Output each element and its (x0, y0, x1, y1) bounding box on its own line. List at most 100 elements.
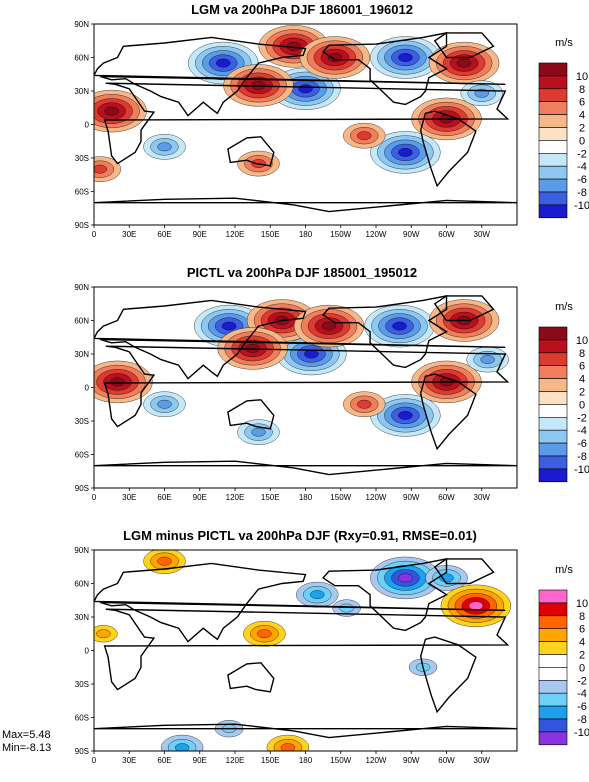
anomaly-contour (94, 164, 108, 174)
colorbar-label: 0 (579, 662, 585, 674)
colorbar-swatch (538, 365, 568, 379)
colorbar-swatch (538, 378, 568, 392)
field-layer (94, 295, 517, 476)
colorbar-unit: m/s (555, 301, 573, 313)
coastline (433, 558, 495, 585)
anomaly-contour (216, 58, 231, 68)
x-tick-label: 150W (330, 756, 351, 765)
anomaly-contour (468, 601, 484, 611)
colorbar-swatch (538, 429, 568, 444)
coastline (94, 562, 506, 643)
y-tick-label: 30N (74, 613, 89, 622)
y-tick-label: 90N (74, 283, 89, 292)
colorbar-label: 4 (579, 637, 585, 649)
x-tick-label: 150E (261, 493, 280, 502)
y-tick-label: 60N (74, 54, 89, 63)
map-panel-1: 0 30E 60E 90E 120E 150E 180 150W 120W 90W 60W 30W 90… (74, 20, 589, 239)
colorbar-swatch (538, 602, 568, 617)
x-tick-label: 120W (366, 230, 387, 239)
panel-title: LGM minus PICTL va 200hPa DJF (Rxy=0.91,… (123, 528, 477, 543)
colorbar-label: 4 (579, 374, 585, 386)
colorbar-swatch (538, 75, 568, 90)
y-tick-label: 30S (75, 417, 89, 426)
x-tick-label: 90E (193, 756, 207, 765)
colorbar-swatch (538, 718, 568, 733)
colorbar-swatch (538, 731, 568, 746)
anomaly-contour (321, 321, 337, 331)
coastline (103, 345, 510, 428)
x-tick-label: 90W (403, 230, 420, 239)
y-tick-label: 60N (74, 317, 89, 326)
colorbar-unit: m/s (555, 564, 573, 576)
coastline (227, 662, 275, 693)
colorbar-swatch (538, 62, 568, 77)
anomaly-contour (157, 142, 172, 152)
y-tick-label: 30N (74, 87, 89, 96)
x-tick-label: 30W (474, 493, 491, 502)
anomaly-contour (480, 355, 495, 364)
y-tick-label: 90S (75, 747, 89, 756)
x-tick-label: 150E (261, 230, 280, 239)
coastline (322, 558, 448, 632)
coastline (227, 136, 275, 167)
colorbar-label: 6 (579, 361, 585, 373)
coastline (103, 608, 510, 691)
colorbar-swatch (538, 442, 568, 457)
anomaly-contour (439, 573, 454, 583)
coastline (419, 373, 477, 451)
coastline (322, 32, 448, 106)
x-tick-label: 90E (193, 230, 207, 239)
y-tick-label: 90S (75, 221, 89, 230)
x-tick-label: 30E (122, 756, 136, 765)
x-tick-label: 120E (226, 493, 245, 502)
colorbar-swatch (538, 391, 568, 405)
field-layer (94, 25, 517, 213)
colorbar-swatch (538, 404, 568, 418)
colorbar-swatch (538, 127, 568, 141)
anomaly-contour (398, 411, 413, 420)
map-panel-3: 0 30E 60E 90E 120E 150E 180 150W 120W 90W 60W 30W 90… (74, 546, 589, 765)
x-tick-label: 150W (330, 230, 351, 239)
anomaly-contour (110, 377, 125, 387)
coastline (94, 460, 517, 476)
colorbar-label: 10 (576, 71, 588, 83)
colorbar-label: -4 (577, 688, 587, 700)
y-tick-label: 60S (75, 188, 89, 197)
y-tick-label: 0 (85, 384, 90, 393)
y-tick-label: 60S (75, 714, 89, 723)
anomaly-contour (456, 58, 472, 68)
coastline (94, 299, 506, 380)
x-tick-label: 0 (92, 230, 97, 239)
colorbar-unit: m/s (555, 37, 573, 49)
coastline (419, 636, 477, 714)
colorbar-swatch (538, 326, 568, 341)
colorbar-label: 10 (576, 598, 588, 610)
colorbar-label: 2 (579, 123, 585, 135)
x-tick-label: 30W (474, 230, 491, 239)
anomaly-contour (174, 743, 190, 751)
colorbar-swatch (538, 455, 568, 470)
colorbar-swatch (538, 654, 568, 668)
coastline (419, 110, 477, 188)
colorbar-label: 8 (579, 611, 585, 623)
anomaly-contour (251, 427, 266, 437)
x-tick-label: 120E (226, 230, 245, 239)
anomaly-contour (104, 106, 119, 116)
colorbar-label: -6 (577, 438, 587, 450)
colorbar-label: -10 (574, 200, 589, 212)
colorbar-label: -2 (577, 675, 587, 687)
colorbar-label: -8 (577, 714, 587, 726)
x-tick-label: 120W (366, 493, 387, 502)
y-tick-label: 90S (75, 484, 89, 493)
y-tick-label: 90N (74, 546, 89, 555)
colorbar-swatch (538, 352, 568, 366)
anomaly-contour (157, 399, 172, 409)
coastline (94, 197, 517, 213)
x-tick-label: 30E (122, 493, 136, 502)
anomaly-contour (327, 53, 343, 62)
x-tick-label: 150E (261, 756, 280, 765)
colorbar-label: 0 (579, 135, 585, 147)
field-layer (94, 550, 517, 751)
colorbar-swatch (538, 114, 568, 128)
anomaly-contour (280, 743, 296, 751)
